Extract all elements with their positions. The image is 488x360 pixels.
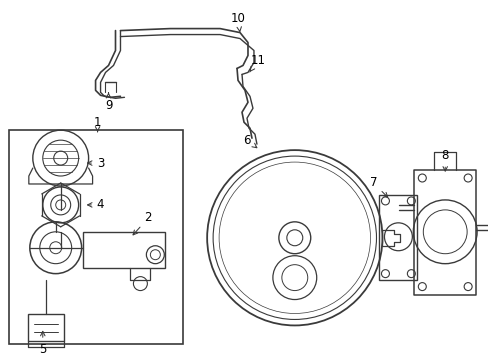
Text: 10: 10 xyxy=(230,12,245,31)
Text: 8: 8 xyxy=(441,149,448,171)
Text: 4: 4 xyxy=(87,198,104,211)
Bar xyxy=(413,170,475,294)
Text: 1: 1 xyxy=(94,116,101,132)
Bar xyxy=(9,130,183,345)
Text: 5: 5 xyxy=(39,331,46,356)
Text: 3: 3 xyxy=(87,157,104,170)
Text: 7: 7 xyxy=(369,176,387,197)
Text: 2: 2 xyxy=(133,211,152,235)
Text: 9: 9 xyxy=(104,93,112,112)
Text: 11: 11 xyxy=(249,54,265,72)
Text: 6: 6 xyxy=(243,134,256,148)
